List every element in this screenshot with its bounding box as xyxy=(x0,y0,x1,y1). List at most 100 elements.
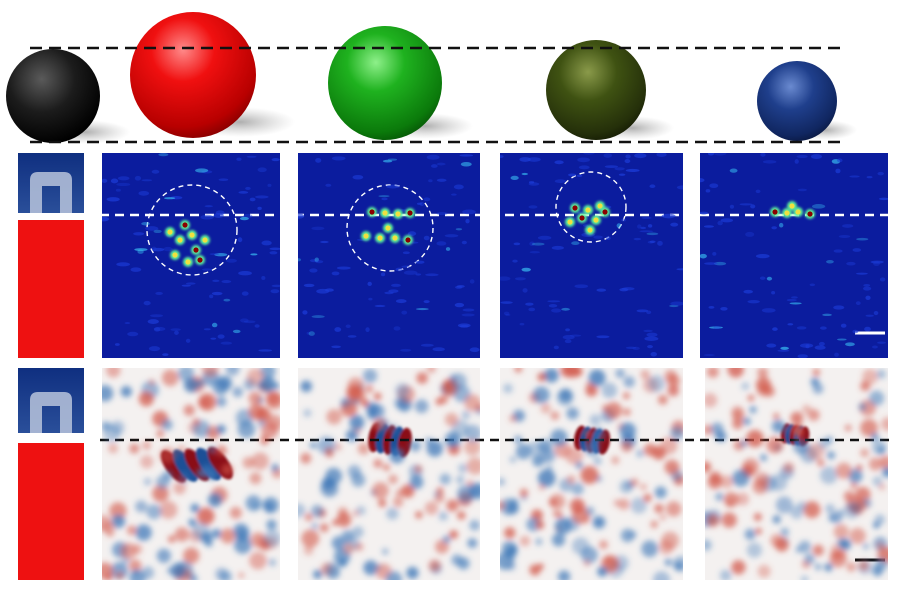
noise xyxy=(771,226,777,230)
noise xyxy=(249,197,256,202)
noise xyxy=(500,276,511,281)
noise xyxy=(754,472,770,488)
noise xyxy=(670,301,683,306)
noise xyxy=(576,174,583,177)
noise xyxy=(863,283,871,287)
noise xyxy=(197,507,215,525)
noise xyxy=(519,157,531,162)
noise xyxy=(183,404,195,416)
noise xyxy=(238,271,252,276)
field-lobe xyxy=(172,449,198,482)
schematic-substrate xyxy=(18,220,84,358)
noise xyxy=(811,204,826,209)
noise xyxy=(388,474,398,485)
noise xyxy=(740,440,748,448)
noise xyxy=(428,559,441,572)
noise xyxy=(161,419,173,431)
noise xyxy=(709,183,719,189)
sphere-red xyxy=(130,12,256,138)
noise xyxy=(732,418,743,430)
noise xyxy=(423,197,431,202)
noise xyxy=(527,157,541,162)
noise xyxy=(547,300,561,303)
noise xyxy=(589,414,601,426)
noise xyxy=(837,538,847,548)
noise xyxy=(457,511,466,520)
noise xyxy=(445,247,451,251)
noise xyxy=(148,346,161,352)
noise xyxy=(803,501,821,519)
noise xyxy=(500,155,504,158)
field-texture xyxy=(705,368,888,580)
noise xyxy=(700,211,709,215)
noise xyxy=(771,419,785,433)
noise xyxy=(742,458,759,476)
noise xyxy=(159,447,177,464)
noise xyxy=(855,272,868,275)
noise xyxy=(500,301,513,304)
noise xyxy=(666,501,682,517)
noise xyxy=(134,248,148,252)
noise xyxy=(238,572,245,579)
hotspot xyxy=(189,232,195,238)
noise xyxy=(584,430,591,437)
noise xyxy=(789,302,802,305)
noise xyxy=(298,503,306,518)
noise xyxy=(454,302,465,308)
noise xyxy=(616,223,622,229)
noise xyxy=(818,341,825,346)
noise xyxy=(415,273,422,276)
noise xyxy=(220,528,236,544)
noise xyxy=(130,267,142,272)
noise xyxy=(426,440,443,457)
noise xyxy=(264,502,275,513)
noise xyxy=(388,289,399,293)
noise xyxy=(391,283,401,287)
noise xyxy=(432,347,445,352)
noise xyxy=(670,426,683,441)
noise xyxy=(632,346,640,351)
noise xyxy=(731,406,744,419)
noise xyxy=(414,399,429,414)
noise xyxy=(457,463,468,474)
noise xyxy=(269,251,278,255)
sphere-blue xyxy=(757,61,837,141)
sphere-black xyxy=(6,49,100,143)
noise xyxy=(159,500,178,519)
noise xyxy=(822,313,832,317)
noise xyxy=(548,303,558,308)
noise xyxy=(676,268,683,271)
noise xyxy=(800,575,809,580)
noise xyxy=(705,539,712,551)
noise xyxy=(263,529,280,547)
noise xyxy=(835,168,841,174)
noise xyxy=(242,456,255,469)
noise xyxy=(759,276,766,280)
noise xyxy=(380,272,386,277)
noise xyxy=(635,449,645,458)
noise xyxy=(657,394,668,405)
noise xyxy=(796,326,807,330)
noise xyxy=(403,270,418,275)
hotspot xyxy=(405,237,411,243)
noise xyxy=(365,327,370,333)
noise xyxy=(708,306,715,309)
noise xyxy=(761,308,776,313)
noise xyxy=(183,377,199,393)
noise xyxy=(325,448,334,458)
noise xyxy=(152,247,165,252)
noise xyxy=(243,320,256,324)
noise xyxy=(872,476,883,487)
noise xyxy=(844,424,852,432)
noise xyxy=(216,396,227,407)
noise xyxy=(436,162,446,166)
noise xyxy=(772,327,778,331)
noise xyxy=(416,202,423,205)
noise xyxy=(265,391,280,410)
noise xyxy=(444,431,462,448)
noise xyxy=(634,153,647,159)
noise xyxy=(780,527,790,537)
noise xyxy=(183,547,200,564)
noise xyxy=(877,341,886,344)
noise xyxy=(876,542,884,550)
